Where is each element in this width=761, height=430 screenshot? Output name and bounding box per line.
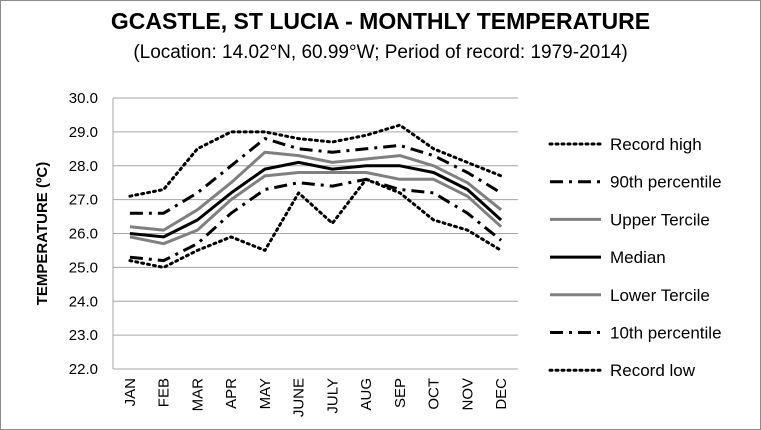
y-tick-label: 26.0 (69, 226, 98, 243)
x-tick-label: SEP (392, 378, 409, 408)
x-tick-label: MAR (189, 378, 206, 412)
x-tick-label: OCT (426, 378, 443, 410)
x-tick-label: AUG (358, 378, 375, 411)
x-tick-label: FEB (156, 378, 173, 407)
y-tick-label: 30.0 (69, 90, 98, 107)
series-line-90th-percentile (129, 137, 502, 215)
legend-label: 90th percentile (610, 173, 722, 192)
legend-label: Upper Tercile (610, 210, 710, 229)
legend-label: Median (610, 248, 666, 267)
x-tick-label: MAY (257, 378, 274, 409)
y-tick-label: 27.0 (69, 192, 98, 209)
legend: Record high 90th percentile Upper Tercile M… (548, 135, 722, 380)
x-tick-label: JAN (122, 378, 139, 406)
y-tick-label: 22.0 (69, 361, 98, 378)
x-tick-label: JULY (324, 378, 341, 414)
y-tick-label: 24.0 (69, 293, 98, 310)
x-tick-labels: JAN FEB MAR APR MAY JUNE JULY AUG SEP OCT NOV DEC (122, 378, 510, 417)
y-tick-label: 29.0 (69, 124, 98, 141)
grid-lines (112, 97, 518, 370)
series-line-median (129, 160, 503, 239)
series-line-record-high (128, 123, 503, 198)
y-tick-label: 23.0 (69, 327, 98, 344)
x-tick-label: DEC (493, 378, 510, 410)
series-line-10th-percentile (129, 177, 503, 263)
series-line-upper-tercile (129, 150, 503, 232)
chart-subtitle: (Location: 14.02°N, 60.99°W; Period of r… (133, 42, 628, 63)
legend-label: 10th percentile (610, 324, 722, 343)
y-tick-labels: 22.0 23.0 24.0 25.0 26.0 27.0 28.0 29.0 30.0 (69, 90, 98, 378)
x-tick-label: NOV (459, 378, 476, 411)
series-lines (128, 123, 503, 269)
series-line-lower-tercile (129, 171, 503, 246)
y-tick-label: 25.0 (69, 259, 98, 276)
legend-label: Record low (610, 361, 696, 380)
chart-title: GCASTLE, ST LUCIA - MONTHLY TEMPERATURE (110, 8, 651, 34)
legend-label: Record high (610, 135, 702, 154)
y-axis-label: TEMPERATURE (ºC) (34, 162, 51, 306)
x-tick-label: APR (223, 378, 240, 409)
legend-label: Lower Tercile (610, 286, 710, 305)
series-line-record-low (128, 177, 503, 269)
x-tick-label: JUNE (291, 378, 308, 417)
y-tick-label: 28.0 (69, 158, 98, 175)
